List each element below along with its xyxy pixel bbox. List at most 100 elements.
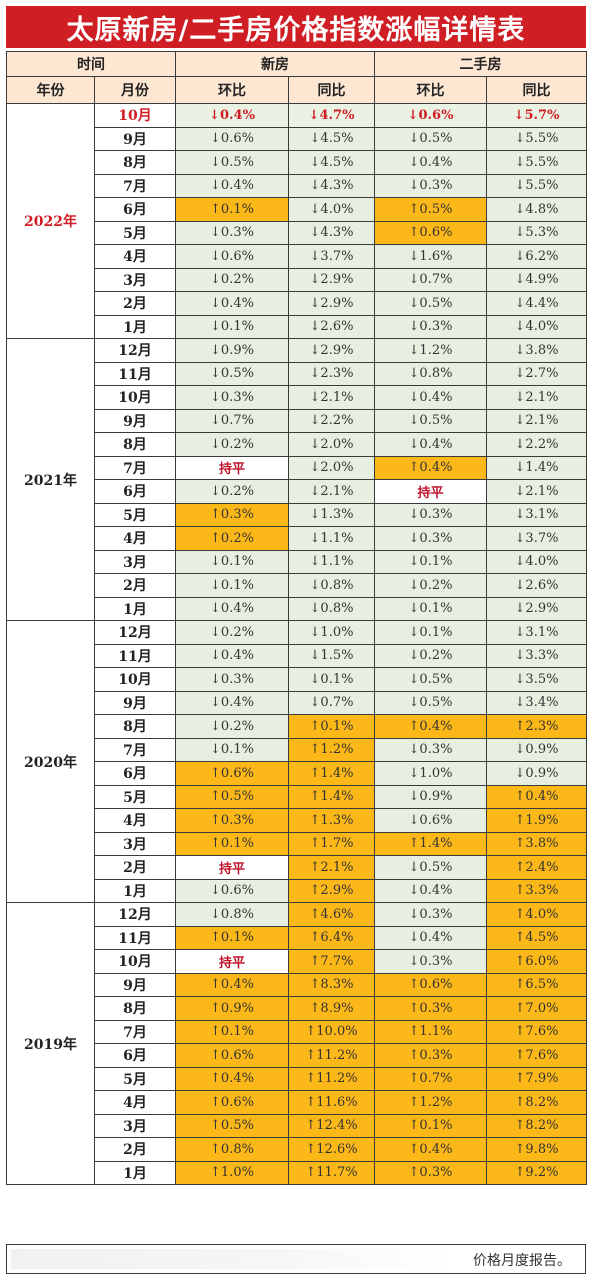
month-cell: 4月 (94, 526, 176, 551)
second-yoy-cell: ↓2.6% (486, 573, 587, 598)
month-cell: 12月 (94, 902, 176, 927)
second-mom-cell: ↓0.8% (374, 361, 487, 386)
second-mom-cell: ↓1.6% (374, 244, 487, 269)
new-yoy-cell: ↑11.2% (288, 1066, 375, 1091)
new-yoy-cell: ↑1.3% (288, 808, 375, 833)
new-yoy-cell: ↓3.7% (288, 244, 375, 269)
new-mom-cell: ↓0.9% (175, 338, 289, 363)
new-yoy-cell: ↓2.0% (288, 432, 375, 457)
new-yoy-cell: ↓1.0% (288, 620, 375, 645)
month-cell: 10月 (94, 103, 176, 128)
second-mom-cell: ↓0.4% (374, 925, 487, 950)
new-yoy-cell: ↓2.2% (288, 408, 375, 433)
second-yoy-cell: ↓3.8% (486, 338, 587, 363)
new-yoy-cell: ↑11.6% (288, 1090, 375, 1115)
month-cell: 9月 (94, 126, 176, 151)
second-yoy-cell: ↓3.7% (486, 526, 587, 551)
new-yoy-cell: ↑1.7% (288, 831, 375, 856)
new-mom-cell: ↓0.4% (175, 596, 289, 621)
new-yoy-cell: ↓2.9% (288, 291, 375, 316)
month-cell: 4月 (94, 808, 176, 833)
new-mom-cell: ↓0.1% (175, 737, 289, 762)
second-mom-cell: ↓0.3% (374, 173, 487, 198)
table-row: 4月 ↓0.6% ↓3.7% ↓1.6% ↓6.2% (7, 244, 587, 269)
header-new-house: 新房 (175, 51, 375, 77)
month-cell: 6月 (94, 197, 176, 222)
month-cell: 7月 (94, 455, 176, 480)
new-mom-cell: 持平 (175, 855, 289, 880)
month-cell: 3月 (94, 549, 176, 574)
month-cell: 11月 (94, 643, 176, 668)
table-row: 1月 ↑1.0% ↑11.7% ↑0.3% ↑9.2% (7, 1160, 587, 1185)
second-yoy-cell: ↑3.3% (486, 878, 587, 903)
header-second-mom: 环比 (374, 76, 487, 104)
second-yoy-cell: ↑6.5% (486, 972, 587, 997)
month-cell: 5月 (94, 220, 176, 245)
second-mom-cell: ↑0.4% (374, 714, 487, 739)
new-mom-cell: ↓0.4% (175, 103, 289, 128)
table-row: 11月 ↓0.4% ↓1.5% ↓0.2% ↓3.3% (7, 643, 587, 668)
new-mom-cell: ↑0.5% (175, 1113, 289, 1138)
new-mom-cell: ↓0.2% (175, 267, 289, 292)
second-mom-cell: ↑1.1% (374, 1019, 487, 1044)
second-mom-cell: ↑0.7% (374, 1066, 487, 1091)
table-row: 1月 ↓0.6% ↑2.9% ↓0.4% ↑3.3% (7, 878, 587, 903)
new-yoy-cell: ↑1.4% (288, 784, 375, 809)
header-year: 年份 (6, 76, 95, 104)
new-yoy-cell: ↓0.8% (288, 596, 375, 621)
second-yoy-cell: ↑8.2% (486, 1113, 587, 1138)
table-row: 2月 ↓0.4% ↓2.9% ↓0.5% ↓4.4% (7, 291, 587, 316)
new-yoy-cell: ↑7.7% (288, 949, 375, 974)
new-yoy-cell: ↑10.0% (288, 1019, 375, 1044)
second-yoy-cell: ↓3.1% (486, 502, 587, 527)
new-mom-cell: ↓0.6% (175, 878, 289, 903)
table-row: 3月 ↓0.2% ↓2.9% ↓0.7% ↓4.9% (7, 267, 587, 292)
blurred-region (11, 1249, 451, 1269)
month-cell: 10月 (94, 667, 176, 692)
second-yoy-cell: ↑1.9% (486, 808, 587, 833)
year-cell: 2020年 (6, 620, 95, 903)
month-cell: 2月 (94, 573, 176, 598)
second-mom-cell: ↓0.4% (374, 385, 487, 410)
second-yoy-cell: ↑7.9% (486, 1066, 587, 1091)
new-mom-cell: ↓0.4% (175, 291, 289, 316)
month-cell: 9月 (94, 972, 176, 997)
new-mom-cell: ↓0.1% (175, 549, 289, 574)
second-mom-cell: ↓0.5% (374, 291, 487, 316)
table-row: 4月 ↑0.2% ↓1.1% ↓0.3% ↓3.7% (7, 526, 587, 551)
new-mom-cell: ↑0.3% (175, 808, 289, 833)
month-cell: 6月 (94, 479, 176, 504)
new-mom-cell: ↑0.1% (175, 1019, 289, 1044)
second-yoy-cell: ↓4.9% (486, 267, 587, 292)
table-row: 6月 ↑0.6% ↑1.4% ↓1.0% ↓0.9% (7, 761, 587, 786)
second-mom-cell: ↑0.3% (374, 996, 487, 1021)
second-yoy-cell: ↓4.0% (486, 314, 587, 339)
new-mom-cell: ↓0.2% (175, 620, 289, 645)
month-cell: 4月 (94, 244, 176, 269)
new-mom-cell: ↓0.1% (175, 573, 289, 598)
second-mom-cell: ↓0.5% (374, 667, 487, 692)
second-yoy-cell: ↓4.4% (486, 291, 587, 316)
month-cell: 1月 (94, 596, 176, 621)
second-yoy-cell: ↓2.1% (486, 479, 587, 504)
second-mom-cell: ↓0.3% (374, 526, 487, 551)
second-mom-cell: ↓0.4% (374, 432, 487, 457)
second-mom-cell: ↓0.3% (374, 737, 487, 762)
footer-text: 价格月度报告。 (473, 1253, 571, 1269)
new-mom-cell: ↑0.1% (175, 925, 289, 950)
table-row: 11月 ↓0.5% ↓2.3% ↓0.8% ↓2.7% (7, 361, 587, 386)
table-row: 3月 ↓0.1% ↓1.1% ↓0.1% ↓4.0% (7, 549, 587, 574)
second-mom-cell: ↑0.3% (374, 1043, 487, 1068)
new-yoy-cell: ↑2.1% (288, 855, 375, 880)
new-mom-cell: ↓0.5% (175, 150, 289, 175)
month-cell: 3月 (94, 1113, 176, 1138)
new-yoy-cell: ↓2.1% (288, 479, 375, 504)
new-mom-cell: ↓0.4% (175, 173, 289, 198)
second-yoy-cell: ↓5.3% (486, 220, 587, 245)
table-row: 7月 ↓0.4% ↓4.3% ↓0.3% ↓5.5% (7, 173, 587, 198)
month-cell: 5月 (94, 502, 176, 527)
second-mom-cell: ↓0.2% (374, 643, 487, 668)
new-yoy-cell: ↓0.7% (288, 690, 375, 715)
table-row: 6月 ↑0.6% ↑11.2% ↑0.3% ↑7.6% (7, 1043, 587, 1068)
second-mom-cell: ↓0.5% (374, 126, 487, 151)
